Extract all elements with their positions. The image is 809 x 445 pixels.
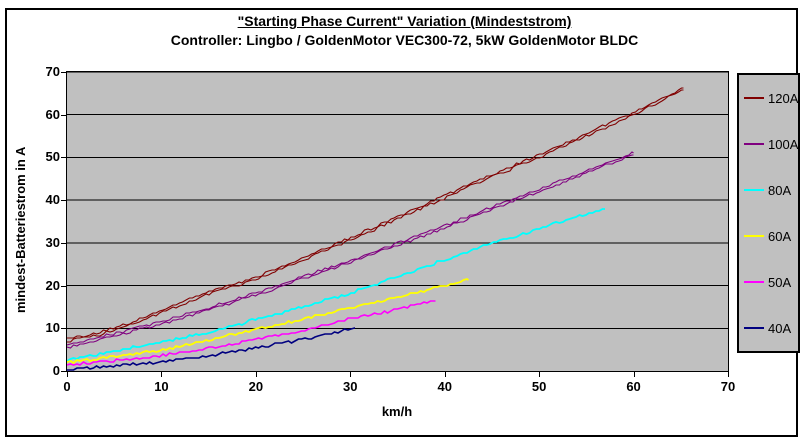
y-tick-label: 0: [52, 363, 60, 378]
y-tickmark: [61, 242, 66, 244]
legend-item-100A: 100A: [744, 137, 798, 152]
legend-line-sample: [744, 143, 764, 145]
legend-item-50A: 50A: [744, 275, 798, 290]
x-tick-label: 30: [343, 379, 358, 394]
y-tickmark: [61, 285, 66, 287]
x-tickmark: [728, 372, 729, 377]
x-tick-label: 20: [248, 379, 264, 394]
legend-label: 80A: [768, 182, 792, 198]
y-tick-label: 30: [45, 234, 60, 250]
plot-area: [66, 71, 729, 372]
series-line-100A: [67, 154, 634, 349]
y-tick-label: 20: [45, 277, 60, 293]
y-axis-title: mindest-Batteriestrom in A: [13, 146, 28, 314]
series-line-100A: [67, 151, 634, 346]
series-line-120A: [67, 89, 684, 343]
y-tickmark: [61, 157, 66, 159]
series-line-40A: [67, 327, 355, 371]
x-axis-title: km/h: [381, 404, 413, 419]
y-tickmark: [61, 200, 66, 202]
legend-line-sample: [744, 327, 764, 329]
x-tick-label: 0: [63, 379, 71, 394]
x-tick-label: 60: [626, 379, 641, 394]
legend-label: 100A: [768, 136, 799, 152]
legend-line-sample: [744, 281, 764, 283]
legend-label: 120A: [768, 90, 799, 106]
y-tickmark: [61, 114, 66, 116]
x-tick-label: 70: [720, 379, 736, 394]
y-tick-label: 50: [45, 149, 60, 165]
y-tick-label: 60: [45, 106, 60, 122]
x-tick-label: 50: [531, 379, 547, 394]
x-tickmark: [633, 372, 635, 377]
y-tickmark: [61, 72, 66, 73]
legend-line-sample: [744, 97, 764, 99]
legend-item-120A: 120A: [744, 91, 798, 106]
chart-title: "Starting Phase Current" Variation (Mind…: [237, 13, 572, 29]
y-tickmark: [61, 328, 66, 330]
series-line-60A: [67, 278, 469, 365]
legend-label: 50A: [768, 274, 792, 290]
y-tick-label: 70: [45, 64, 60, 79]
legend-item-60A: 60A: [744, 229, 798, 244]
chart-subtitle: Controller: Lingbo / GoldenMotor VEC300-…: [170, 32, 639, 48]
legend-item-80A: 80A: [744, 183, 798, 198]
series-line-120A: [67, 87, 684, 339]
legend-line-sample: [744, 189, 764, 191]
x-tickmark: [161, 372, 163, 377]
x-tickmark: [255, 372, 257, 377]
x-tickmark: [444, 372, 446, 377]
legend: 120A 100A 80A 60A 50A 40A: [737, 73, 800, 353]
y-tickmark: [61, 371, 66, 372]
legend-item-40A: 40A: [744, 321, 798, 336]
x-tick-label: 10: [154, 379, 169, 394]
series-line-80A: [67, 208, 605, 362]
y-tick-label: 10: [45, 320, 60, 336]
x-tick-label: 40: [437, 379, 452, 394]
x-tickmark: [539, 372, 541, 377]
legend-label: 40A: [768, 320, 792, 336]
series-lines: [67, 72, 728, 371]
legend-label: 60A: [768, 228, 792, 244]
x-tickmark: [350, 372, 352, 377]
series-line-50A: [67, 300, 436, 366]
legend-line-sample: [744, 235, 764, 237]
x-tickmark: [67, 372, 68, 377]
y-tick-label: 40: [45, 192, 60, 208]
